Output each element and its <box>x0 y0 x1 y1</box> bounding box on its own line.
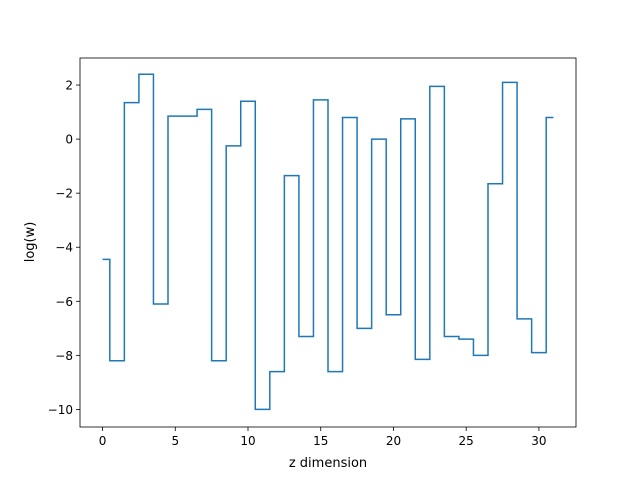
y-tick-label: −10 <box>48 403 73 417</box>
y-tick-label: −2 <box>55 187 73 201</box>
x-tick-label: 20 <box>386 434 401 448</box>
x-tick-label: 5 <box>171 434 179 448</box>
x-tick-label: 10 <box>240 434 255 448</box>
plot-frame <box>79 57 577 428</box>
y-tick-label: 0 <box>65 133 73 147</box>
x-tick-label: 30 <box>531 434 546 448</box>
y-tick-label: −6 <box>55 295 73 309</box>
x-tick-label: 25 <box>459 434 474 448</box>
y-axis-ticks: −10 −8 −6 −4 −2 0 2 <box>48 79 80 417</box>
step-line-series <box>102 73 554 411</box>
x-tick-label: 15 <box>313 434 328 448</box>
y-tick-label: 2 <box>65 79 73 93</box>
x-axis-label: z dimension <box>289 456 367 471</box>
y-tick-label: −8 <box>55 349 73 363</box>
y-tick-label: −4 <box>55 241 73 255</box>
x-axis-ticks: 0 5 10 15 20 25 30 <box>99 427 547 448</box>
y-axis-label: log(w) <box>23 222 38 263</box>
series-group <box>102 73 554 411</box>
x-tick-label: 0 <box>99 434 107 448</box>
